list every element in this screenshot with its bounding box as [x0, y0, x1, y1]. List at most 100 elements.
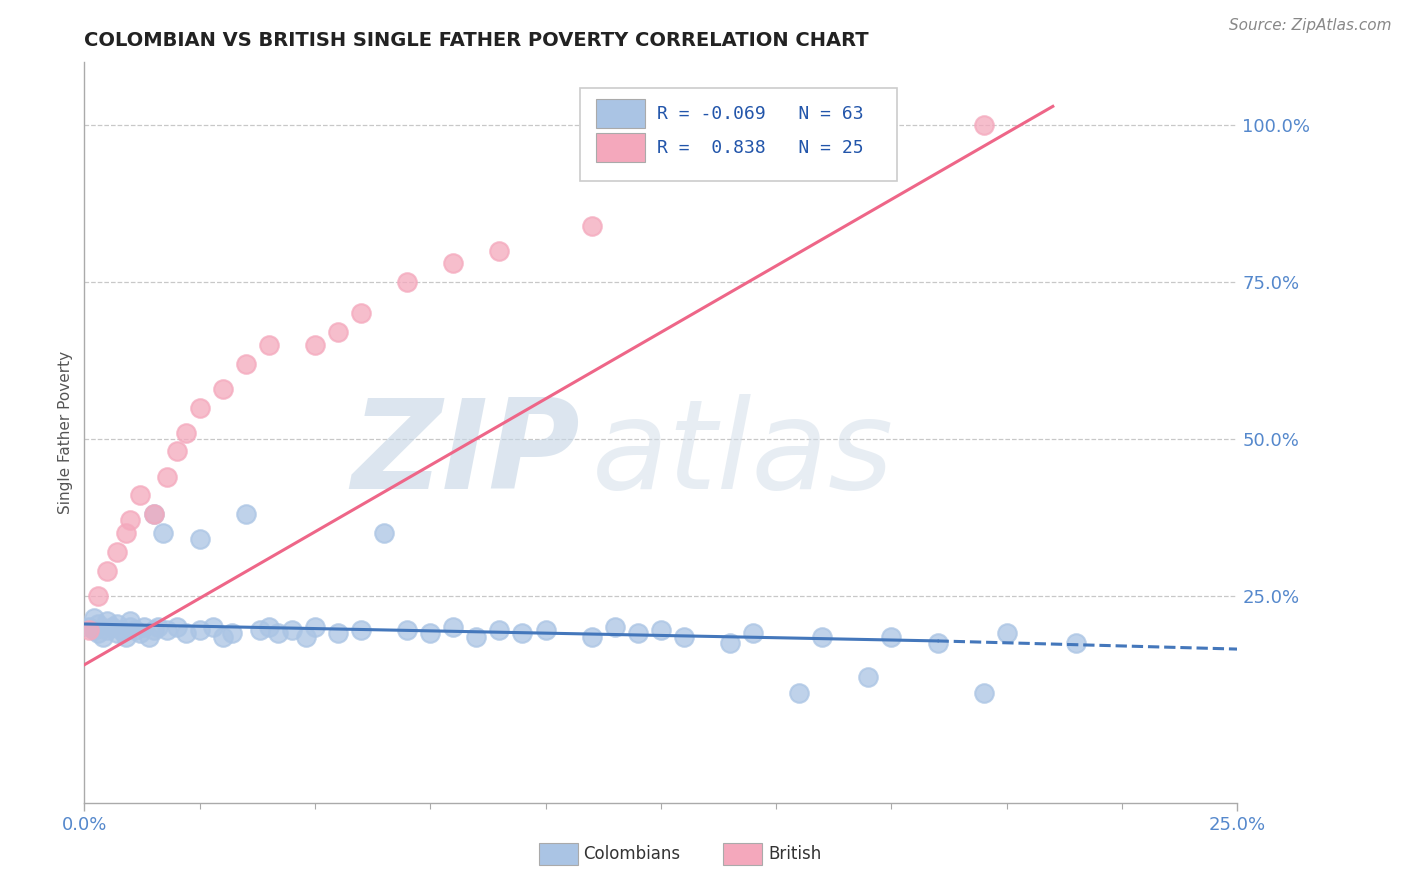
Point [77, 620, 100, 634]
Point [142, 624, 165, 638]
FancyBboxPatch shape [538, 843, 578, 865]
Text: R =  0.838   N = 25: R = 0.838 N = 25 [658, 138, 863, 157]
Point [581, 630, 603, 644]
Point [77, 624, 100, 638]
Point [267, 626, 290, 640]
Point [202, 620, 225, 634]
Text: ZIP: ZIP [352, 394, 581, 516]
Point [120, 620, 142, 634]
Point [120, 513, 142, 527]
Point [534, 624, 557, 638]
Point [87, 589, 110, 603]
Point [281, 624, 304, 638]
Point [294, 630, 316, 644]
Point [249, 624, 271, 638]
Point [156, 624, 179, 638]
Point [350, 624, 373, 638]
Point [105, 545, 128, 559]
Point [419, 626, 441, 640]
Point [718, 143, 741, 157]
Point [96, 614, 118, 628]
Point [128, 626, 150, 640]
Point [257, 338, 280, 352]
FancyBboxPatch shape [581, 88, 897, 181]
Point [105, 626, 128, 640]
Point [627, 626, 650, 640]
Point [373, 526, 395, 541]
Point [603, 620, 626, 634]
Point [166, 444, 188, 458]
Point [973, 118, 995, 132]
Text: Source: ZipAtlas.com: Source: ZipAtlas.com [1229, 18, 1392, 33]
Point [83, 624, 105, 638]
Point [115, 630, 138, 644]
Text: atlas: atlas [592, 394, 894, 516]
Point [718, 636, 741, 650]
Point [581, 219, 603, 233]
Point [211, 630, 233, 644]
FancyBboxPatch shape [596, 99, 645, 128]
Point [101, 620, 124, 634]
Point [110, 624, 132, 638]
Point [973, 686, 995, 700]
Point [995, 626, 1018, 640]
Point [396, 624, 419, 638]
Point [488, 624, 510, 638]
Point [1064, 636, 1087, 650]
Point [350, 306, 373, 320]
Point [115, 526, 138, 541]
Point [742, 626, 765, 640]
Point [488, 244, 510, 258]
Point [858, 670, 880, 684]
Point [672, 630, 695, 644]
Text: British: British [768, 845, 821, 863]
Point [512, 626, 534, 640]
Point [304, 620, 326, 634]
Point [787, 686, 810, 700]
Point [811, 630, 834, 644]
Point [811, 136, 834, 151]
Text: R = -0.069   N = 63: R = -0.069 N = 63 [658, 104, 863, 122]
Point [650, 624, 672, 638]
Point [105, 617, 128, 632]
Point [128, 488, 150, 502]
Point [120, 614, 142, 628]
Point [124, 624, 146, 638]
Point [235, 507, 257, 521]
Y-axis label: Single Father Poverty: Single Father Poverty [58, 351, 73, 514]
Point [96, 624, 118, 638]
Point [188, 533, 211, 547]
Point [304, 338, 326, 352]
Point [146, 620, 169, 634]
Point [142, 507, 165, 521]
Point [396, 275, 419, 289]
Point [174, 626, 197, 640]
Point [441, 620, 464, 634]
Point [156, 469, 179, 483]
Point [166, 620, 188, 634]
Point [174, 425, 197, 440]
Point [221, 626, 243, 640]
FancyBboxPatch shape [596, 133, 645, 162]
Text: Colombians: Colombians [583, 845, 681, 863]
Point [87, 626, 110, 640]
Text: COLOMBIAN VS BRITISH SINGLE FATHER POVERTY CORRELATION CHART: COLOMBIAN VS BRITISH SINGLE FATHER POVER… [84, 30, 869, 50]
Point [257, 620, 280, 634]
Point [152, 526, 174, 541]
Point [91, 630, 114, 644]
Point [326, 626, 349, 640]
FancyBboxPatch shape [723, 843, 762, 865]
Point [83, 611, 105, 625]
Point [235, 357, 257, 371]
Point [188, 624, 211, 638]
Point [465, 630, 488, 644]
Point [87, 617, 110, 632]
Point [880, 630, 903, 644]
Point [142, 507, 165, 521]
Point [441, 256, 464, 270]
Point [134, 620, 156, 634]
Point [188, 401, 211, 415]
Point [138, 630, 160, 644]
Point [96, 564, 118, 578]
Point [326, 325, 349, 339]
